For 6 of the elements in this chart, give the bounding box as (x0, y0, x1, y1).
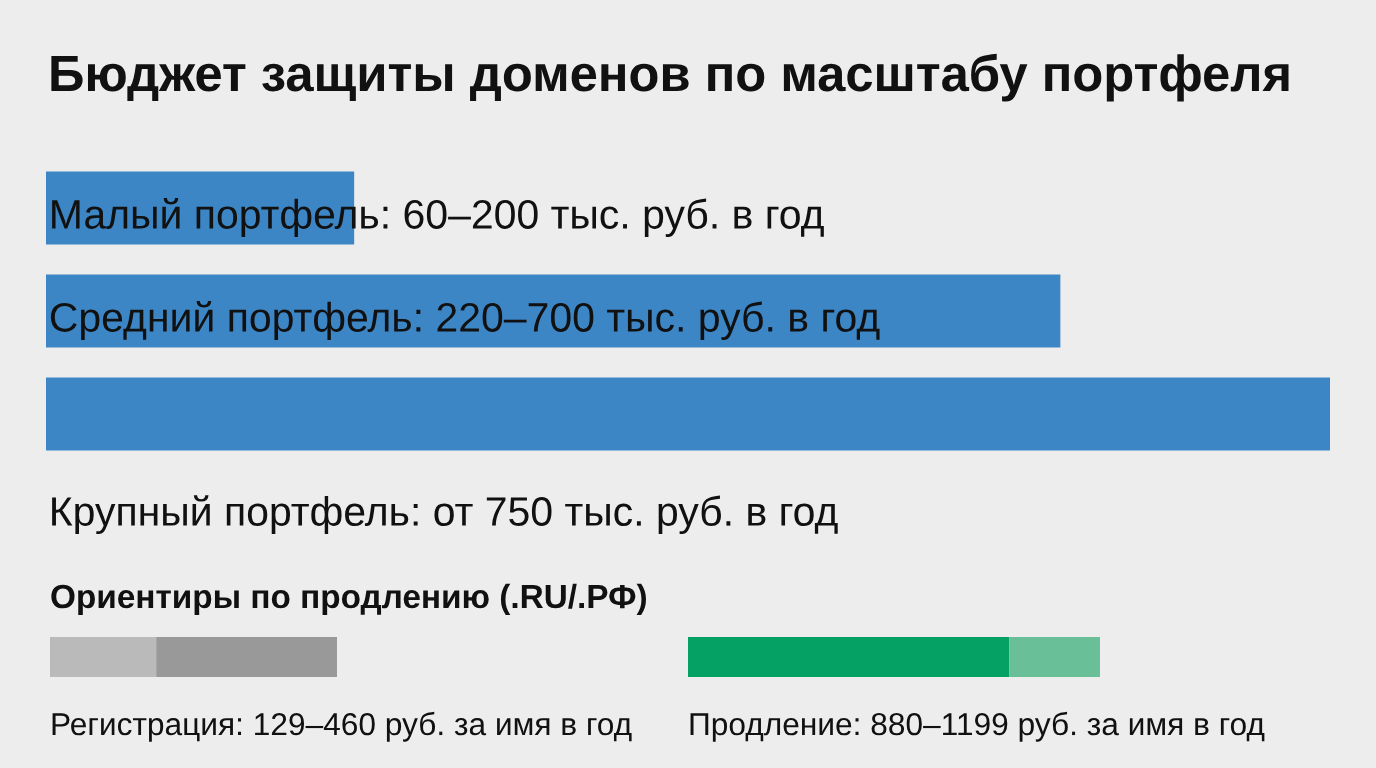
y-tick-label: Продление: 880–1199 руб. за имя в год (690, 711, 1265, 742)
text: Крупный портфель: от 750 тыс. руб. в год (52, 495, 838, 535)
y-tick-label: Регистрация: 129–460 руб. за имя в год (52, 711, 632, 742)
chart-title: Бюджет защиты доменов по масштабу портфеля (51, 53, 1289, 102)
annotation: Средний портфель: 220–700 тыс. руб. в год (50, 301, 880, 340)
chart-title: Ориентиры по продлению (.RU/.РФ) (51, 583, 646, 615)
